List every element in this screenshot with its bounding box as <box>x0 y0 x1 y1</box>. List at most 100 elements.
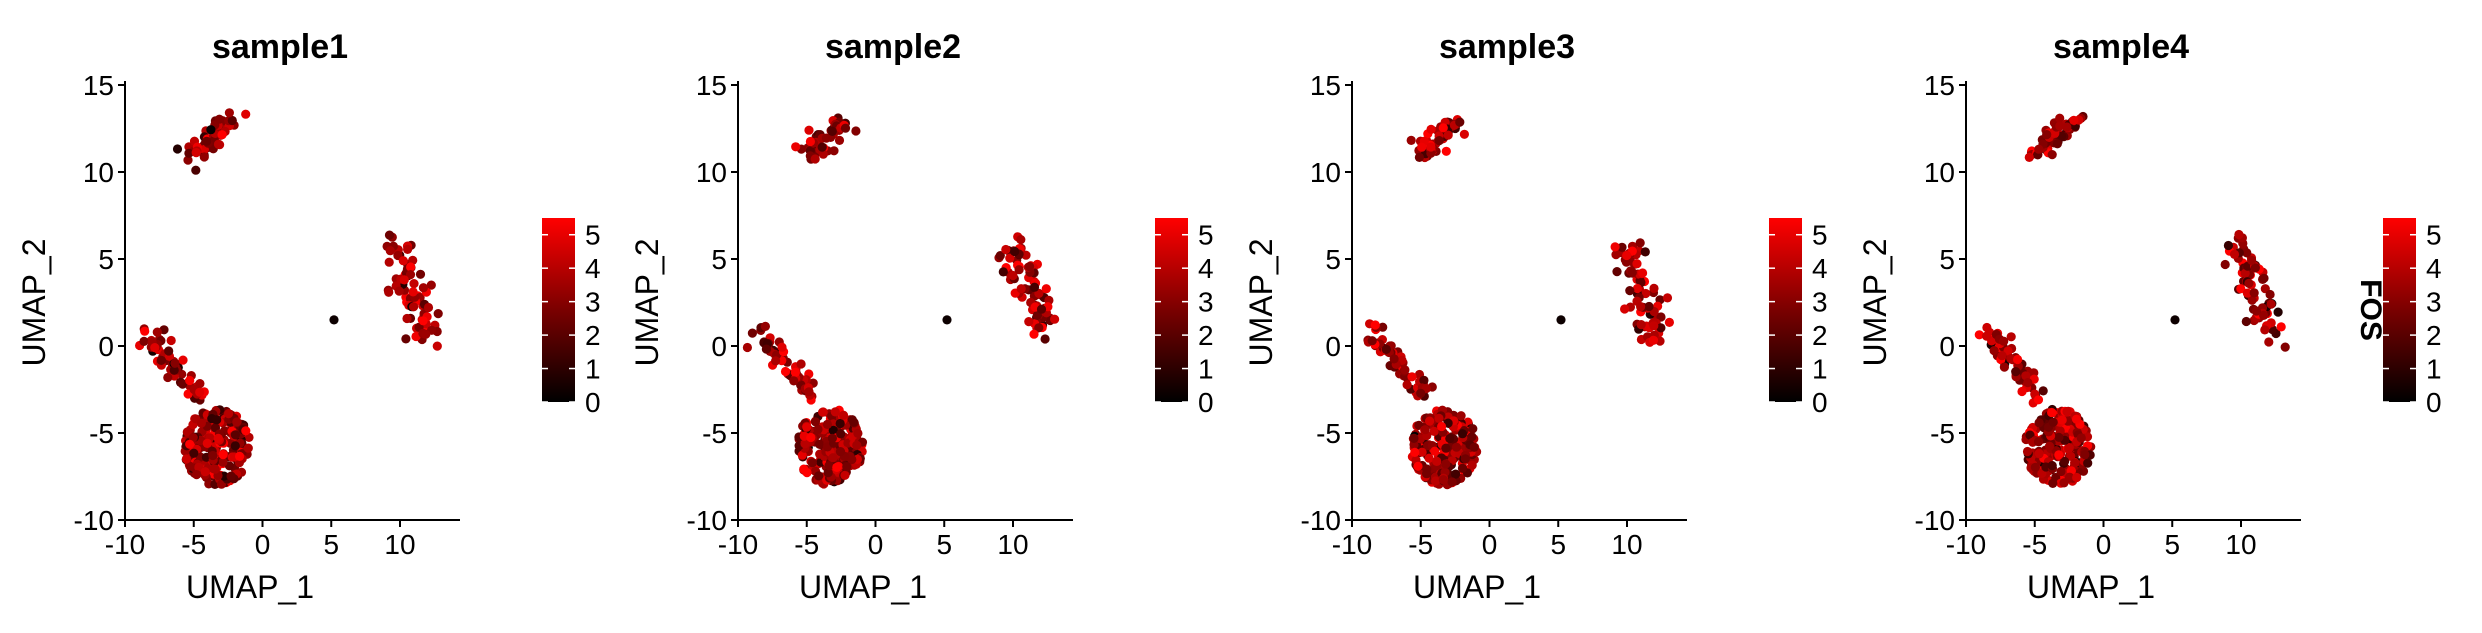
data-point <box>2052 139 2062 149</box>
data-point <box>183 155 193 165</box>
data-point <box>998 267 1008 277</box>
data-point <box>1644 301 1654 312</box>
y-tick-label: -5 <box>89 418 114 449</box>
colorbar-tick-label: 5 <box>2426 220 2442 251</box>
data-point <box>2236 284 2246 294</box>
y-tick-label: -5 <box>702 418 727 449</box>
data-point <box>810 417 821 427</box>
data-point <box>2022 446 2033 457</box>
data-point <box>2250 263 2260 273</box>
data-point <box>224 108 234 118</box>
data-point <box>1434 413 1444 423</box>
data-point <box>789 376 799 386</box>
data-point <box>1612 267 1622 277</box>
scatter-points <box>1363 115 1674 490</box>
data-point <box>780 366 791 377</box>
data-point <box>1451 442 1462 452</box>
data-point <box>432 341 442 351</box>
data-point <box>1622 250 1632 261</box>
data-point <box>169 365 179 375</box>
data-point <box>2038 386 2048 396</box>
data-point <box>1469 442 1479 452</box>
data-point <box>2251 306 2261 316</box>
data-point <box>796 359 806 369</box>
data-point <box>1414 152 1424 162</box>
data-point <box>1424 453 1434 463</box>
data-point <box>2033 395 2044 405</box>
y-tick-label: -10 <box>687 505 727 536</box>
data-point <box>398 256 408 266</box>
data-point <box>2060 456 2070 466</box>
data-point <box>2062 122 2072 132</box>
data-point <box>421 329 431 339</box>
scatter-points <box>1974 111 2290 488</box>
data-point <box>1425 416 1435 426</box>
panel-sample3: sample3-10 -5 0 5 10-10-5051015UMAP_1UMAP_20… <box>1243 28 1828 605</box>
data-point <box>1620 304 1630 314</box>
data-point <box>771 356 781 366</box>
data-point <box>152 327 162 337</box>
data-point <box>2234 229 2244 240</box>
colorbar-tick-label: 2 <box>1198 320 1214 351</box>
legend-title: FOS <box>2354 279 2387 341</box>
data-point <box>2273 307 2283 317</box>
data-point <box>835 418 845 429</box>
data-point <box>2033 437 2044 447</box>
y-tick-label: -10 <box>74 505 114 536</box>
data-point <box>2006 332 2016 342</box>
data-point <box>212 415 222 425</box>
data-point <box>1441 443 1451 453</box>
x-tick-label: -5 <box>181 529 206 560</box>
data-point <box>1445 433 1455 444</box>
data-point <box>189 448 199 458</box>
data-point <box>1610 242 1620 252</box>
data-point <box>1406 135 1416 145</box>
data-point <box>230 441 240 451</box>
data-point <box>2069 115 2079 125</box>
x-axis-label: UMAP_1 <box>799 569 927 605</box>
data-point <box>1455 117 1465 127</box>
colorbar-gradient <box>2383 218 2416 402</box>
data-point <box>840 470 850 480</box>
data-point <box>2070 458 2080 468</box>
data-point <box>840 123 851 133</box>
y-tick-label: 5 <box>711 244 727 275</box>
x-tick-label: 10 <box>384 529 415 560</box>
data-point <box>2055 121 2065 131</box>
y-tick-label: -5 <box>1930 418 1955 449</box>
data-point <box>2055 113 2065 123</box>
data-point <box>195 387 205 397</box>
data-point <box>2034 448 2044 458</box>
data-point <box>828 425 838 435</box>
data-point <box>408 287 418 297</box>
data-point <box>1422 469 1432 479</box>
data-point <box>1034 323 1044 333</box>
panel-title: sample4 <box>2053 28 2189 66</box>
data-point <box>140 326 150 336</box>
y-axis-label: UMAP_2 <box>629 238 665 366</box>
data-point <box>2059 478 2069 488</box>
data-point <box>818 407 828 417</box>
data-point <box>1443 130 1453 140</box>
colorbar-tick-label: 1 <box>2426 354 2442 385</box>
y-tick-label: 0 <box>98 331 114 362</box>
y-tick-label: -10 <box>1915 505 1955 536</box>
data-point <box>1410 447 1420 457</box>
data-point <box>1040 334 1050 344</box>
panel-sample2: sample2-10 -5 0 5 10-10-5051015UMAP_1UMAP_20… <box>629 28 1214 605</box>
data-point <box>1434 136 1444 146</box>
data-point <box>217 130 227 140</box>
colorbar-gradient <box>542 218 575 402</box>
data-point <box>199 152 209 162</box>
y-tick-label: 10 <box>1310 157 1341 188</box>
data-point <box>1648 335 1659 345</box>
data-point <box>1430 476 1441 486</box>
y-tick-label: 5 <box>1939 244 1955 275</box>
data-point <box>1632 283 1642 294</box>
data-point <box>1438 123 1448 133</box>
data-point <box>1429 426 1439 436</box>
scatter-points <box>135 108 443 489</box>
data-point <box>184 148 194 158</box>
